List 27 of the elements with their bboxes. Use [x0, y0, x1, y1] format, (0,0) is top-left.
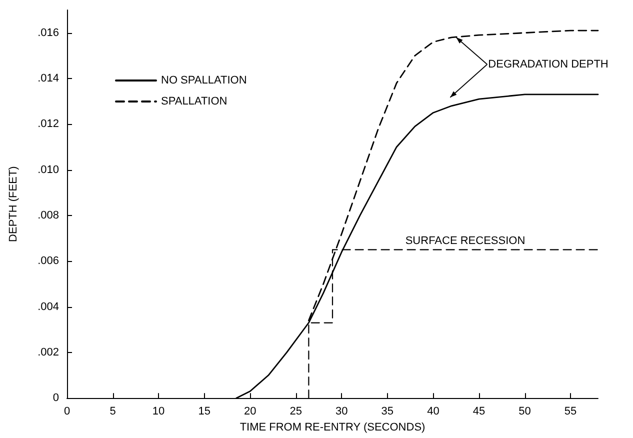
y-tick-label: .010	[38, 164, 59, 176]
y-tick-label: .016	[38, 26, 59, 39]
x-tick-label: 40	[427, 406, 440, 418]
y-tick-label: 0	[52, 392, 59, 404]
x-tick-label: 15	[198, 406, 210, 418]
x-tick-label: 50	[518, 406, 531, 418]
y-tick-label: .008	[38, 209, 59, 222]
legend-label: SPALLATION	[161, 96, 228, 108]
y-tick-label: .014	[38, 72, 59, 84]
x-tick-label: 0	[64, 406, 70, 418]
y-tick-label: .004	[38, 300, 59, 313]
y-axis-title: DEPTH (FEET)	[8, 166, 20, 242]
x-axis-title: TIME FROM RE-ENTRY (SECONDS)	[240, 422, 426, 434]
annotation: DEGRADATION DEPTH	[488, 58, 608, 70]
x-tick-label: 20	[244, 406, 256, 418]
y-tick-label: .012	[38, 118, 59, 130]
y-tick-label: .002	[38, 346, 59, 358]
x-tick-label: 10	[152, 406, 165, 418]
x-tick-label: 45	[472, 406, 486, 418]
x-tick-label: 35	[381, 406, 394, 418]
x-tick-label: 25	[290, 406, 302, 418]
x-tick-label: 55	[564, 406, 577, 418]
series-label: SURFACE RECESSION	[405, 235, 526, 248]
x-tick-label: 5	[110, 406, 116, 418]
y-tick-label: .006	[38, 255, 59, 268]
x-tick-label: 30	[336, 406, 348, 418]
legend-label: NO SPALLATION	[161, 74, 247, 86]
